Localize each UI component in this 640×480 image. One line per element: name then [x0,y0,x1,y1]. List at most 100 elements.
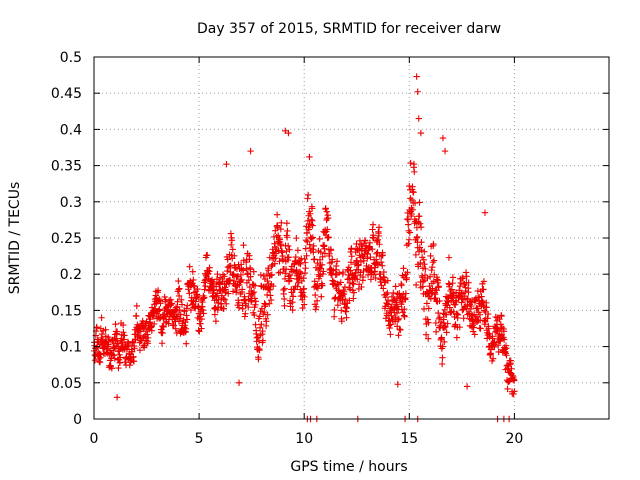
data-point-marker [420,278,427,285]
data-point-marker [411,199,419,207]
data-point-marker [338,307,345,314]
data-point-marker [446,281,453,288]
data-point-marker [353,257,361,264]
data-point-marker [218,292,226,299]
data-point-marker [266,300,273,307]
data-point-marker [421,260,428,268]
data-point-marker [349,280,356,287]
data-point-marker [117,354,124,361]
data-point-marker [168,300,175,307]
data-point-marker [440,316,447,323]
data-point-marker [479,298,487,306]
data-point-marker [430,240,437,248]
data-point-marker [357,269,364,276]
data-point-marker [410,160,418,168]
data-point-marker [503,352,510,359]
data-point-marker [386,324,393,332]
data-point-marker [405,221,412,228]
data-point-marker [227,262,234,270]
data-point-marker [418,239,425,246]
data-point-marker [144,340,152,347]
data-point-marker [398,282,405,289]
y-tick-label: 0.15 [51,303,82,319]
data-point-marker [469,312,476,319]
data-point-marker [435,283,442,290]
data-point-marker [255,355,262,363]
data-point-marker [417,224,425,231]
data-point-marker [384,289,391,297]
data-point-marker [287,303,294,310]
data-point-marker [375,232,383,240]
data-point-marker [408,196,416,204]
data-point-marker [183,316,191,323]
data-point-marker [474,305,481,312]
y-tick-label: 0.05 [51,376,82,392]
data-point-marker [201,294,208,302]
data-point-marker [259,337,267,344]
data-point-marker [206,264,213,271]
data-point-marker [376,241,383,248]
data-point-marker [483,304,490,311]
data-point-marker [277,241,285,248]
data-point-marker [350,280,357,288]
data-point-marker [237,277,244,285]
data-point-marker [507,357,514,364]
data-point-marker [250,268,257,275]
data-point-marker [174,298,181,305]
data-point-marker [390,289,397,297]
data-point-marker [500,328,508,335]
data-point-marker [252,298,260,305]
data-point-marker [281,285,288,292]
y-tick-label: 0.4 [60,122,82,138]
data-point-marker [445,254,453,261]
data-point-marker [322,205,329,212]
data-point-marker [98,330,106,338]
data-point-marker [256,324,264,331]
data-point-marker [343,314,350,321]
data-point-marker [271,260,278,267]
data-point-marker [237,271,245,279]
data-point-marker [402,290,410,297]
data-point-marker [338,317,345,325]
data-point-marker [234,273,242,280]
data-point-marker [202,282,209,290]
data-point-marker [463,273,470,280]
data-point-marker [438,334,445,341]
data-point-marker [283,234,291,241]
data-point-marker [310,242,317,250]
data-point-marker [130,357,138,365]
data-point-marker [154,287,162,294]
data-point-marker [432,319,440,327]
data-point-marker [133,312,140,320]
data-point-marker [282,270,289,277]
data-point-marker [384,277,391,284]
data-point-marker [197,320,204,327]
data-point-marker [323,208,331,215]
data-point-marker [232,264,239,271]
data-point-marker [187,306,195,314]
data-point-marker [401,305,408,313]
data-point-marker [230,277,238,285]
data-point-marker [491,339,498,346]
data-point-marker [243,265,250,272]
data-point-marker [333,262,340,270]
data-point-marker [159,329,166,337]
data-point-marker [489,355,497,362]
data-point-marker [293,266,300,274]
data-point-marker [458,299,465,306]
x-tick-label: 20 [505,431,523,447]
data-point-marker [235,379,243,386]
data-point-marker [133,302,141,310]
data-point-marker [111,355,118,362]
data-point-marker [340,288,348,295]
data-point-marker [393,299,400,306]
data-point-marker [189,268,196,275]
data-point-marker [93,324,101,331]
data-point-marker [404,269,411,276]
data-point-marker [318,293,325,300]
data-point-marker [503,345,510,352]
data-point-marker [393,309,401,317]
data-point-marker [242,310,249,317]
data-point-marker [380,285,387,292]
data-point-marker [373,260,381,267]
